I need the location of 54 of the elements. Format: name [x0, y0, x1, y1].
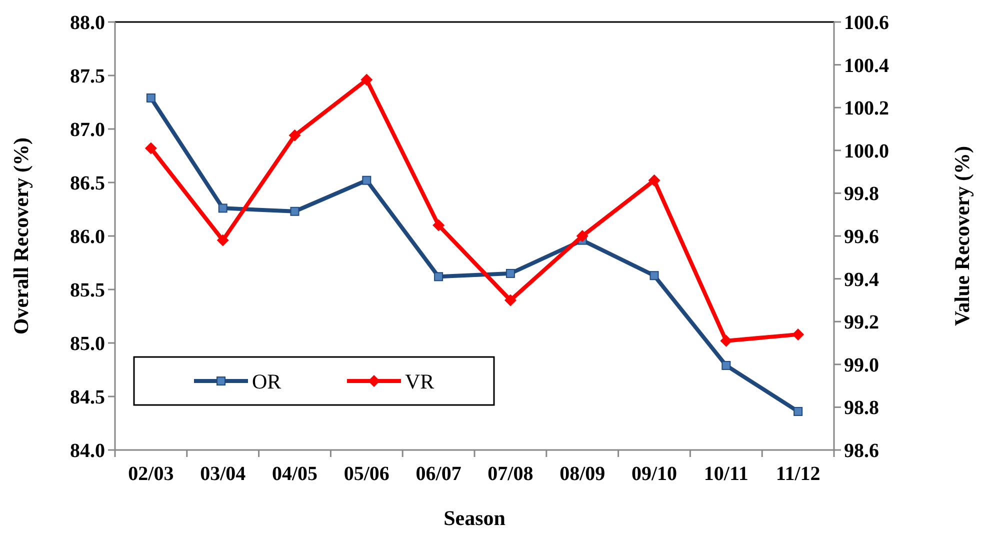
point [218, 204, 228, 213]
x-tick-label: 09/10 [631, 463, 678, 485]
point [650, 271, 659, 280]
y2-tick-label: 99.6 [844, 226, 879, 248]
point [288, 129, 301, 142]
y-tick-label: 84.5 [70, 386, 105, 408]
x-tick-label: 10/11 [704, 463, 748, 485]
x-tick-label: 11/12 [776, 463, 820, 485]
x-tick-label: 02/03 [128, 463, 174, 485]
y2-tick-label: 100.4 [844, 54, 889, 77]
y-tick-label: 87.0 [70, 119, 105, 141]
x-axis-title: Season [444, 506, 506, 530]
point [362, 176, 372, 185]
y2-tick-label: 98.6 [844, 440, 879, 462]
y-tick-label: 85.5 [70, 280, 105, 302]
point [504, 294, 516, 306]
y2-tick-label: 99.8 [844, 183, 879, 206]
point [432, 219, 445, 232]
y-tick-label: 84.0 [70, 440, 105, 462]
y2-tick-label: 99.0 [844, 354, 879, 376]
y-tick-label: 88.0 [70, 12, 105, 34]
x-tick-label: 04/05 [272, 463, 318, 485]
point [720, 334, 732, 347]
y-tick-label: 86.0 [70, 226, 105, 248]
x-tick-label: 05/06 [344, 463, 390, 485]
y2-tick-label: 99.4 [844, 268, 879, 291]
x-tick-label: 08/09 [560, 463, 606, 485]
y2-tick-label: 100.0 [844, 140, 889, 162]
legend-label: VR [405, 369, 434, 394]
point [146, 93, 156, 102]
y-tick-label: 85.0 [70, 333, 105, 355]
x-tick-label: 03/04 [200, 463, 246, 485]
point [290, 206, 300, 216]
point [576, 230, 588, 242]
y2-tick-label: 100.6 [844, 12, 889, 34]
point [216, 234, 229, 246]
point [648, 174, 660, 186]
y2-tick-label: 98.8 [844, 397, 879, 420]
point [722, 360, 731, 370]
point [792, 328, 804, 340]
y2-tick-label: 100.2 [844, 98, 889, 120]
point [506, 268, 515, 278]
y2-axis-title: Value Recovery (%) [950, 146, 974, 326]
y-tick-label: 86.5 [70, 172, 105, 194]
y-axis-title: Overall Recovery (%) [9, 137, 33, 335]
x-tick-label: 06/07 [416, 463, 462, 485]
point [360, 74, 373, 86]
y-tick-label: 87.5 [70, 66, 105, 88]
point [144, 142, 157, 154]
legend-label: OR [252, 369, 282, 394]
point [794, 406, 803, 416]
point [434, 272, 444, 282]
x-tick-label: 07/08 [488, 463, 534, 485]
y2-tick-label: 99.2 [844, 312, 879, 334]
